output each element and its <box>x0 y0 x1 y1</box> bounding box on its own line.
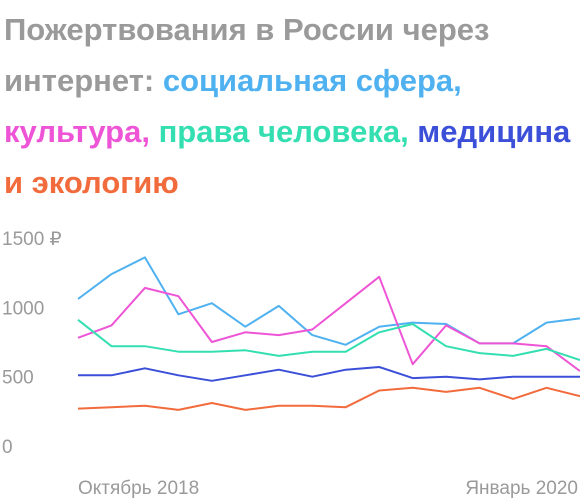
y-tick-label: 1000 <box>2 298 44 319</box>
x-tick-label: Октябрь 2018 <box>78 478 199 499</box>
series-line-0 <box>78 257 580 344</box>
y-tick-label: 0 <box>2 437 13 458</box>
x-tick-label: Январь 2020 <box>465 478 578 499</box>
y-tick-label: 500 <box>2 368 34 389</box>
y-axis-ticks: 1500 ₽ 1000 500 0 <box>2 229 62 458</box>
x-axis-ticks: Октябрь 2018 Январь 2020 <box>78 478 578 499</box>
series-lines <box>78 257 580 410</box>
series-line-4 <box>78 388 580 410</box>
series-line-3 <box>78 367 580 381</box>
series-line-1 <box>78 277 580 371</box>
y-tick-label: 1500 ₽ <box>2 229 62 250</box>
